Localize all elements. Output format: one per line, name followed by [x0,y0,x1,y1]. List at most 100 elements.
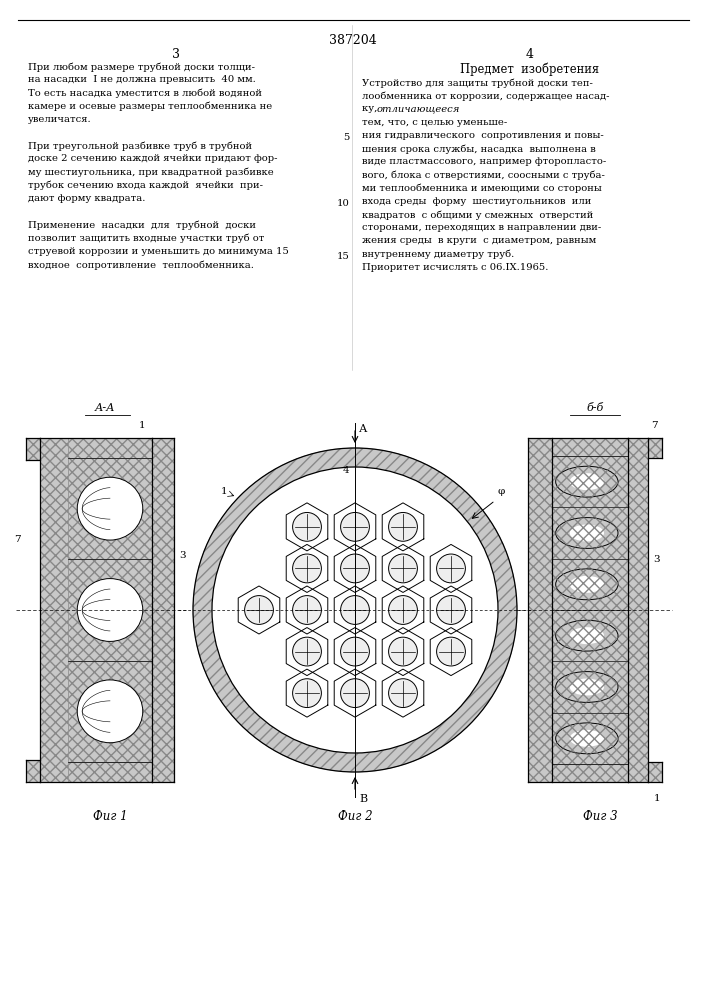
Text: Фиг 3: Фиг 3 [583,810,617,823]
Text: А: А [359,424,368,434]
Polygon shape [382,586,423,634]
Ellipse shape [570,525,604,541]
Polygon shape [556,518,618,548]
Circle shape [389,554,417,583]
Bar [552,764,628,782]
Circle shape [389,679,417,708]
Bar [152,438,174,782]
Polygon shape [382,503,423,551]
Polygon shape [334,669,376,717]
Text: ми теплообменника и имеющими со стороны: ми теплообменника и имеющими со стороны [362,184,602,193]
Circle shape [293,637,322,666]
Bar [552,610,628,661]
Text: вого, блока с отверстиями, соосными с труба-: вого, блока с отверстиями, соосными с тр… [362,170,605,180]
Polygon shape [334,544,376,592]
Polygon shape [556,620,618,651]
Text: 7: 7 [14,536,21,544]
Circle shape [389,512,417,541]
Polygon shape [556,569,618,600]
Text: трубок сечению входа каждой  ячейки  при-: трубок сечению входа каждой ячейки при- [28,181,263,190]
Ellipse shape [77,477,143,540]
Text: увеличатся.: увеличатся. [28,115,92,124]
Text: φ: φ [497,487,505,496]
Bar [552,456,628,507]
Polygon shape [286,544,328,592]
Text: B: B [359,794,367,804]
Text: входа среды  форму  шестиугольников  или: входа среды форму шестиугольников или [362,197,591,206]
Text: доске 2 сечению каждой ячейки придают фор-: доске 2 сечению каждой ячейки придают фо… [28,154,278,163]
Text: 5: 5 [344,133,350,142]
Text: Предмет  изобретения: Предмет изобретения [460,62,600,76]
Circle shape [341,637,369,666]
Circle shape [293,554,322,583]
Text: виде пластмассового, например фторопласто-: виде пластмассового, например фторопласт… [362,157,606,166]
Bar [26,760,40,782]
Bar [552,610,628,661]
Text: внутреннему диаметру труб.: внутреннему диаметру труб. [362,250,514,259]
Circle shape [389,637,417,666]
Ellipse shape [556,723,618,754]
Text: 7: 7 [651,421,658,430]
Text: дают форму квадрата.: дают форму квадрата. [28,194,146,203]
Polygon shape [286,503,328,551]
Ellipse shape [556,466,618,497]
Bar [68,458,152,559]
Bar [552,713,628,764]
Text: камере и осевые размеры теплообменника не: камере и осевые размеры теплообменника н… [28,102,272,111]
Bar [68,762,152,782]
Polygon shape [382,544,423,592]
Bar [552,713,628,764]
Text: 3: 3 [172,48,180,61]
Bar [40,438,68,782]
Text: ку,: ку, [362,104,380,113]
Circle shape [293,679,322,708]
Text: ния гидравлического  сопротивления и повы-: ния гидравлического сопротивления и повы… [362,131,604,140]
Polygon shape [286,586,328,634]
Text: шения срока службы, насадка  выполнена в: шения срока службы, насадка выполнена в [362,144,596,153]
Polygon shape [556,672,618,702]
Text: тем, что, с целью уменьше-: тем, что, с целью уменьше- [362,118,507,127]
Circle shape [341,596,369,624]
Bar [68,458,152,559]
Polygon shape [286,669,328,717]
Bar [552,559,628,610]
Text: 4: 4 [526,48,534,61]
Polygon shape [334,586,376,634]
Text: Фиг 1: Фиг 1 [93,810,127,823]
Polygon shape [431,628,472,676]
Bar [552,661,628,713]
Text: Устройство для защиты трубной доски теп-: Устройство для защиты трубной доски теп- [362,78,593,88]
Text: 1: 1 [139,421,146,430]
Text: квадратов  с общими у смежных  отверстий: квадратов с общими у смежных отверстий [362,210,593,220]
Text: 4: 4 [342,466,349,475]
Bar [152,438,174,782]
Circle shape [341,679,369,708]
Bar [552,507,628,559]
Text: б-б: б-б [586,403,604,413]
Text: При любом размере трубной доски толщи-: При любом размере трубной доски толщи- [28,62,255,72]
Polygon shape [556,723,618,754]
Ellipse shape [570,473,604,490]
Circle shape [193,448,517,772]
Text: отличающееся: отличающееся [377,104,460,113]
Bar [648,762,662,782]
Polygon shape [431,544,472,592]
Ellipse shape [570,730,604,747]
Bar [26,438,40,460]
Text: 1: 1 [221,488,227,496]
Bar [528,438,552,782]
Text: сторонами, переходящих в направлении дви-: сторонами, переходящих в направлении дви… [362,223,601,232]
Text: позволит защитить входные участки труб от: позволит защитить входные участки труб о… [28,234,264,243]
Polygon shape [382,669,423,717]
Text: 3: 3 [179,550,186,560]
Text: входное  сопротивление  теплообменника.: входное сопротивление теплообменника. [28,260,254,269]
Bar [552,764,628,782]
Text: Фиг 2: Фиг 2 [338,810,373,823]
Polygon shape [382,628,423,676]
Ellipse shape [570,627,604,644]
Polygon shape [334,628,376,676]
Bar [528,438,552,782]
Bar [68,438,152,458]
Bar [552,438,628,456]
Text: жения среды  в круги  с диаметром, равным: жения среды в круги с диаметром, равным [362,236,596,245]
